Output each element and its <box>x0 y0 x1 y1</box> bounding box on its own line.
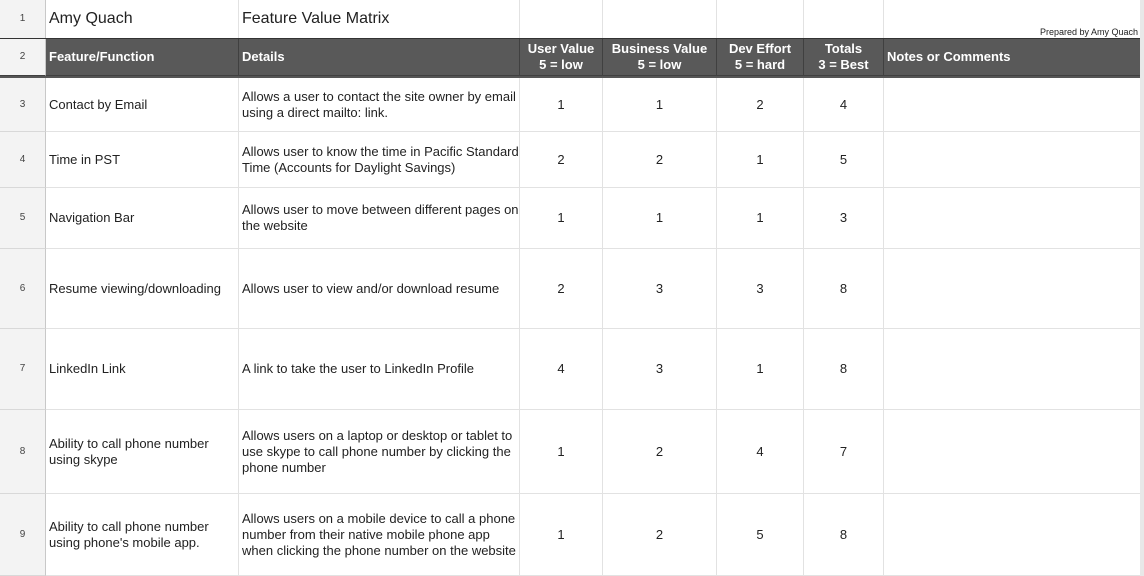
header-totals-line1: Totals <box>824 41 863 56</box>
notes-cell[interactable] <box>884 78 1144 132</box>
details-cell[interactable]: Allows a user to contact the site owner … <box>239 78 520 132</box>
dev-effort-cell[interactable]: 3 <box>717 249 804 329</box>
dev-effort-cell[interactable]: 2 <box>717 78 804 132</box>
title-row: 1 Amy Quach Feature Value Matrix <box>0 0 1144 39</box>
business-value-cell[interactable]: 3 <box>603 329 717 410</box>
table-row: 7 LinkedIn Link A link to take the user … <box>0 329 1144 410</box>
dev-effort-cell[interactable]: 5 <box>717 494 804 576</box>
details-cell[interactable]: A link to take the user to LinkedIn Prof… <box>239 329 520 410</box>
business-value-cell[interactable]: 2 <box>603 132 717 188</box>
totals-cell[interactable]: 7 <box>804 410 884 494</box>
feature-cell[interactable]: Navigation Bar <box>46 188 239 249</box>
header-dev-effort-line1: Dev Effort <box>728 41 792 56</box>
business-value-cell[interactable]: 2 <box>603 410 717 494</box>
empty-cell[interactable] <box>520 0 603 39</box>
details-cell[interactable]: Allows user to view and/or download resu… <box>239 249 520 329</box>
dev-effort-cell[interactable]: 1 <box>717 132 804 188</box>
table-row: 9 Ability to call phone number using pho… <box>0 494 1144 576</box>
header-totals[interactable]: Totals 3 = Best <box>804 39 884 76</box>
row-number[interactable]: 3 <box>0 78 46 132</box>
totals-cell[interactable]: 5 <box>804 132 884 188</box>
totals-cell[interactable]: 4 <box>804 78 884 132</box>
notes-cell[interactable] <box>884 329 1144 410</box>
feature-cell[interactable]: Time in PST <box>46 132 239 188</box>
row-number[interactable]: 1 <box>0 0 46 39</box>
header-feature[interactable]: Feature/Function <box>46 39 239 76</box>
business-value-cell[interactable]: 3 <box>603 249 717 329</box>
business-value-cell[interactable]: 2 <box>603 494 717 576</box>
author-cell[interactable]: Amy Quach <box>46 0 239 39</box>
user-value-cell[interactable]: 2 <box>520 249 603 329</box>
row-number[interactable]: 5 <box>0 188 46 249</box>
row-number[interactable]: 4 <box>0 132 46 188</box>
details-cell[interactable]: Allows user to know the time in Pacific … <box>239 132 520 188</box>
header-row: 2 Feature/Function Details User Value 5 =… <box>0 38 1144 78</box>
table-row: 3 Contact by Email Allows a user to cont… <box>0 78 1144 132</box>
feature-cell[interactable]: LinkedIn Link <box>46 329 239 410</box>
notes-cell[interactable] <box>884 410 1144 494</box>
notes-cell[interactable] <box>884 494 1144 576</box>
notes-cell[interactable] <box>884 188 1144 249</box>
totals-cell[interactable]: 8 <box>804 329 884 410</box>
dev-effort-cell[interactable]: 1 <box>717 188 804 249</box>
table-row: 5 Navigation Bar Allows user to move bet… <box>0 188 1144 249</box>
header-dev-effort[interactable]: Dev Effort 5 = hard <box>717 39 804 76</box>
table-row: 4 Time in PST Allows user to know the ti… <box>0 132 1144 188</box>
totals-cell[interactable]: 3 <box>804 188 884 249</box>
table-row: 6 Resume viewing/downloading Allows user… <box>0 249 1144 329</box>
table-row: 8 Ability to call phone number using sky… <box>0 410 1144 494</box>
user-value-cell[interactable]: 1 <box>520 188 603 249</box>
empty-cell[interactable] <box>804 0 884 39</box>
header-user-value[interactable]: User Value 5 = low <box>520 39 603 76</box>
header-user-value-line1: User Value <box>527 41 595 56</box>
header-details[interactable]: Details <box>239 39 520 76</box>
feature-cell[interactable]: Contact by Email <box>46 78 239 132</box>
user-value-cell[interactable]: 1 <box>520 410 603 494</box>
header-business-value-line1: Business Value <box>611 41 708 56</box>
user-value-cell[interactable]: 2 <box>520 132 603 188</box>
header-user-value-line2: 5 = low <box>539 57 583 72</box>
details-cell[interactable]: Allows users on a laptop or desktop or t… <box>239 410 520 494</box>
row-number[interactable]: 7 <box>0 329 46 410</box>
business-value-cell[interactable]: 1 <box>603 78 717 132</box>
business-value-cell[interactable]: 1 <box>603 188 717 249</box>
details-cell[interactable]: Allows user to move between different pa… <box>239 188 520 249</box>
feature-cell[interactable]: Ability to call phone number using phone… <box>46 494 239 576</box>
empty-cell[interactable] <box>717 0 804 39</box>
header-business-value-line2: 5 = low <box>637 57 682 72</box>
feature-cell[interactable]: Resume viewing/downloading <box>46 249 239 329</box>
details-cell[interactable]: Allows users on a mobile device to call … <box>239 494 520 576</box>
header-notes[interactable]: Notes or Comments <box>884 39 1144 76</box>
totals-cell[interactable]: 8 <box>804 249 884 329</box>
matrix-title-cell[interactable]: Feature Value Matrix <box>239 0 520 39</box>
header-dev-effort-line2: 5 = hard <box>734 57 786 72</box>
notes-cell[interactable] <box>884 132 1144 188</box>
row-number[interactable]: 8 <box>0 410 46 494</box>
empty-cell[interactable] <box>603 0 717 39</box>
user-value-cell[interactable]: 4 <box>520 329 603 410</box>
header-business-value[interactable]: Business Value 5 = low <box>603 39 717 76</box>
totals-cell[interactable]: 8 <box>804 494 884 576</box>
header-totals-line2: 3 = Best <box>818 57 869 72</box>
prepared-by-label: Prepared by Amy Quach <box>1039 27 1138 37</box>
row-number[interactable]: 9 <box>0 494 46 576</box>
scrollbar-track[interactable] <box>1140 0 1144 576</box>
dev-effort-cell[interactable]: 4 <box>717 410 804 494</box>
feature-cell[interactable]: Ability to call phone number using skype <box>46 410 239 494</box>
row-number[interactable]: 6 <box>0 249 46 329</box>
dev-effort-cell[interactable]: 1 <box>717 329 804 410</box>
notes-cell[interactable] <box>884 249 1144 329</box>
user-value-cell[interactable]: 1 <box>520 78 603 132</box>
user-value-cell[interactable]: 1 <box>520 494 603 576</box>
row-number[interactable]: 2 <box>0 39 46 76</box>
